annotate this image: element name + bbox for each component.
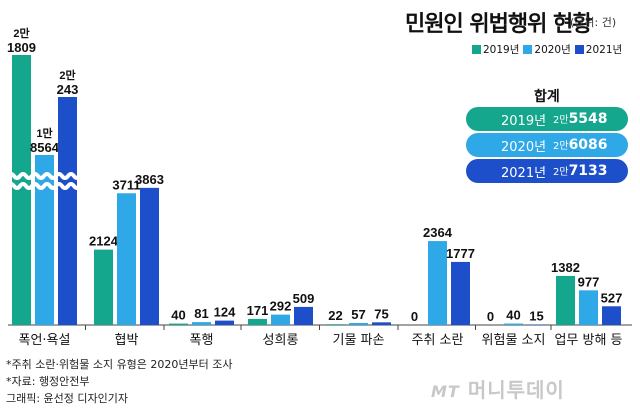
- axis-break-wave-1: [6, 182, 94, 190]
- bar-4-2: [372, 322, 391, 325]
- totals-heading: 합계: [534, 89, 560, 105]
- category-label-7: 업무 방해 등: [554, 333, 622, 348]
- legend-label-2021: 2021년: [585, 43, 623, 56]
- total-pill-2020: 2020년 2만6086: [466, 133, 628, 157]
- logo: MT 머니투데이: [431, 378, 565, 402]
- bar-3-2: [294, 306, 313, 325]
- legend: 2019년 2020년 2021년: [472, 40, 626, 58]
- total-year-2019: 2019년: [501, 113, 547, 129]
- bar-4-0: [326, 324, 345, 325]
- category-label-0: 폭언·욕설: [19, 333, 71, 348]
- value-label-1-2: 3863: [135, 172, 164, 187]
- category-label-2: 폭행: [190, 332, 214, 348]
- footnote-source: *자료: 행정안전부: [6, 375, 90, 388]
- bar-1-0: [94, 249, 113, 325]
- value-label-2-0: 40: [171, 308, 185, 323]
- category-label-3: 성희롱: [263, 333, 299, 348]
- value-label-5-1: 2364: [423, 225, 453, 240]
- value-label-0-2: 2만 243: [57, 68, 79, 97]
- footnote-credit: 그래픽: 윤선정 디자인기자: [6, 392, 129, 405]
- category-label-4: 기물 파손: [333, 333, 385, 348]
- total-value-2021: 2만7133: [553, 163, 608, 179]
- value-label-7-2: 527: [601, 290, 623, 305]
- value-label-1-1: 3711: [112, 177, 140, 192]
- value-label-4-1: 57: [351, 307, 365, 322]
- value-label-7-0: 1382: [551, 260, 580, 275]
- value-label-2-1: 81: [194, 306, 208, 321]
- bar-0-2: [58, 97, 77, 325]
- legend-swatch-2019: [472, 44, 481, 54]
- bar-6-1: [504, 323, 523, 325]
- total-value-2019: 2만5548: [553, 111, 608, 127]
- bar-0-1: [35, 155, 54, 325]
- value-label-5-0: 0: [411, 309, 418, 324]
- value-label-3-0: 171: [247, 303, 269, 318]
- category-label-5: 주취 소란: [412, 333, 464, 348]
- unit-label: (단위: 건): [570, 16, 617, 29]
- bar-6-2: [527, 324, 546, 325]
- value-label-6-0: 0: [487, 309, 494, 324]
- bar-0-0: [12, 55, 31, 325]
- footnote-survey: *주취 소란·위험물 소지 유형은 2020년부터 조사: [6, 358, 233, 371]
- value-label-6-2: 15: [529, 308, 543, 323]
- bar-1-2: [140, 187, 159, 325]
- value-label-0-0: 2만 1809: [7, 26, 36, 55]
- value-label-3-1: 292: [270, 299, 292, 314]
- bar-7-0: [556, 275, 575, 325]
- value-label-4-2: 75: [374, 306, 388, 321]
- bar-2-2: [215, 320, 234, 325]
- value-label-3-2: 509: [293, 291, 315, 306]
- value-label-5-2: 1777: [446, 246, 475, 261]
- bar-3-1: [271, 314, 290, 325]
- value-label-1-0: 2124: [89, 234, 119, 249]
- total-pill-2019: 2019년 2만5548: [466, 107, 628, 131]
- total-year-2020: 2020년: [501, 139, 547, 155]
- bar-5-1: [428, 241, 447, 325]
- value-label-4-0: 22: [328, 308, 342, 323]
- bar-7-1: [579, 290, 598, 325]
- total-year-2021: 2021년: [501, 165, 547, 181]
- bar-1-1: [117, 193, 136, 325]
- legend-swatch-2021: [574, 44, 584, 54]
- axis-break-wave-0: [6, 172, 94, 180]
- category-label-6: 위험물 소지: [482, 333, 546, 348]
- legend-item-2021: 2021년: [574, 42, 623, 57]
- total-pill-2021: 2021년 2만7133: [466, 159, 628, 183]
- value-label-2-2: 124: [214, 305, 236, 320]
- category-label-1: 협박: [115, 333, 139, 348]
- value-label-6-1: 40: [506, 308, 520, 323]
- total-value-2020: 2만6086: [553, 137, 608, 153]
- bar-3-0: [248, 318, 267, 325]
- bar-2-0: [169, 323, 188, 325]
- legend-label-2019: 2019년: [483, 43, 520, 56]
- value-label-7-1: 977: [578, 274, 600, 289]
- value-label-0-1: 1만 8564: [30, 126, 60, 155]
- bar-4-1: [349, 322, 368, 325]
- bar-5-2: [451, 261, 470, 325]
- legend-swatch-2020: [523, 44, 533, 54]
- bar-2-1: [192, 322, 211, 325]
- chart-title: 민원인 위법행위 현황: [405, 12, 592, 37]
- legend-label-2020: 2020년: [534, 43, 571, 56]
- legend-item-2020: 2020년: [523, 42, 571, 57]
- legend-item-2019: 2019년: [472, 42, 519, 57]
- bar-7-2: [602, 306, 621, 325]
